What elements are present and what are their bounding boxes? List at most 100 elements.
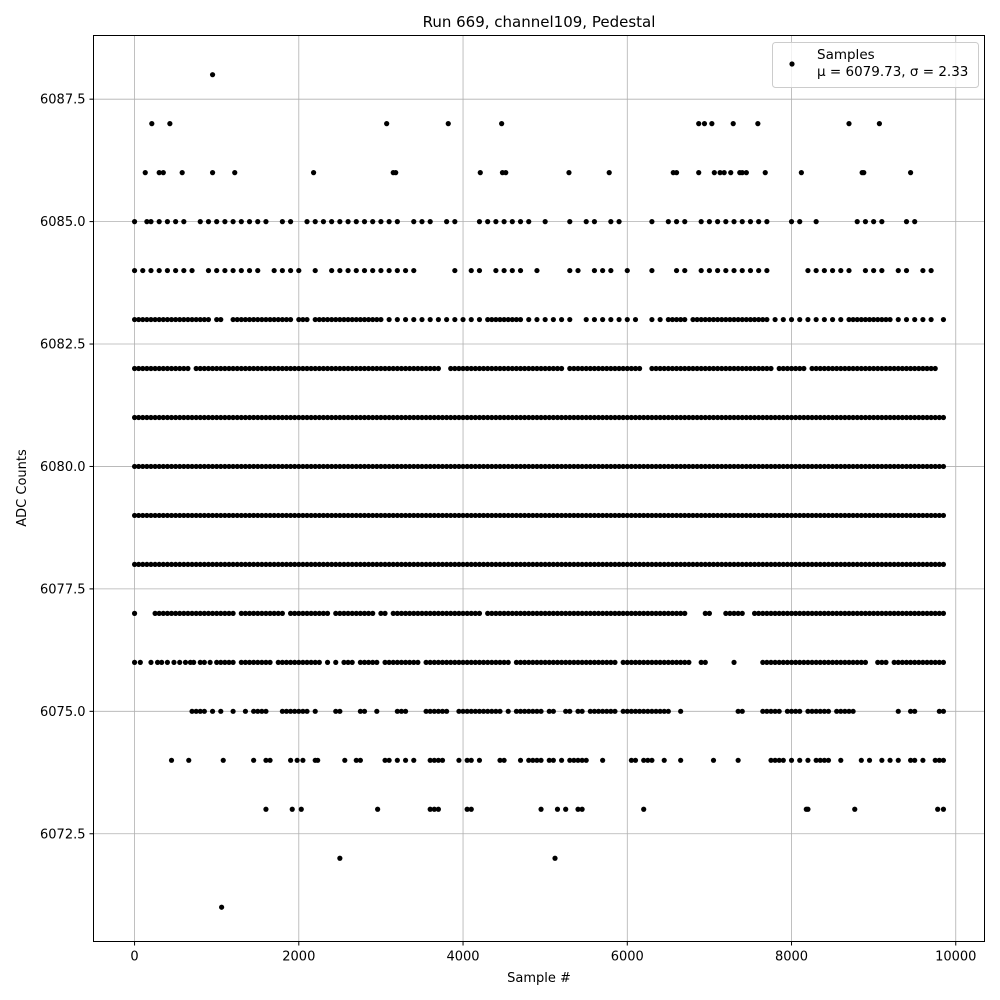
data-point [715,219,721,225]
data-point [701,121,708,127]
data-point [242,463,249,470]
data-point [784,561,791,568]
data-point [858,659,864,665]
data-point [341,316,347,323]
data-point [821,561,827,568]
data-point [936,414,942,421]
data-point [168,316,175,323]
data-point [567,659,573,665]
data-point [788,219,795,225]
data-point [279,708,285,714]
data-point [883,463,889,470]
data-point [940,757,947,763]
data-point [205,219,212,225]
data-point [238,365,244,372]
data-point [476,757,483,763]
data-point [390,561,396,568]
data-point [912,757,918,763]
data-point [304,463,310,470]
data-point [784,512,791,519]
data-point [751,463,758,470]
data-point [160,414,166,421]
data-point [728,170,734,176]
data-point [772,463,778,470]
data-point [497,512,503,519]
data-point [710,757,717,763]
data-point [361,219,368,225]
data-point [136,316,142,323]
data-point [875,316,881,323]
data-point [731,610,737,616]
data-point [370,659,376,665]
data-point [552,855,558,861]
data-point [193,365,199,372]
data-point [805,708,811,714]
data-point [805,610,811,616]
data-point [653,561,659,568]
data-point [801,561,807,568]
data-point [218,463,224,470]
data-point [164,512,171,519]
data-point [563,414,569,421]
data-point [271,365,277,372]
data-point [402,708,409,714]
data-point [292,610,298,616]
data-point [702,365,708,372]
data-point [382,757,388,763]
data-point [402,561,409,568]
data-point [341,365,347,372]
data-point [567,365,573,372]
data-point [370,512,376,519]
data-point [928,267,934,274]
data-point [567,708,573,714]
data-point [398,512,405,519]
data-point [850,561,856,568]
data-point [222,365,228,372]
data-point [587,610,593,616]
data-point [649,708,655,714]
data-point [485,219,491,225]
data-point [723,365,729,372]
data-point [706,219,713,225]
data-point [142,170,148,176]
data-point [879,365,885,372]
data-point [287,610,294,616]
data-point [657,512,663,519]
data-point [788,512,795,519]
data-point [296,316,302,323]
data-point [497,414,503,421]
data-point [600,561,606,568]
data-point [600,463,606,470]
data-point [238,463,244,470]
data-point [197,610,203,616]
data-point [513,610,520,616]
data-point [780,512,786,519]
data-point [181,463,187,470]
data-point [809,365,815,372]
data-point [296,561,302,568]
data-point [719,365,725,372]
data-point [423,463,429,470]
data-point [255,561,261,568]
data-point [768,512,774,519]
data-point [214,316,220,323]
data-point [620,463,626,470]
data-point [554,561,561,568]
data-point [357,659,363,665]
data-point [600,610,606,616]
data-point [813,561,819,568]
data-point [793,414,799,421]
data-point [259,414,265,421]
data-point [164,463,171,470]
data-point [242,659,249,665]
data-point [846,414,852,421]
data-point [935,806,941,812]
data-point [156,561,162,568]
data-point [220,757,226,763]
data-point [497,708,503,714]
data-point [160,463,166,470]
data-point [678,463,684,470]
data-point [624,659,630,665]
data-point [887,757,893,763]
y-axis-ticks: 6072.56075.06077.56080.06082.56085.06087… [40,93,94,842]
